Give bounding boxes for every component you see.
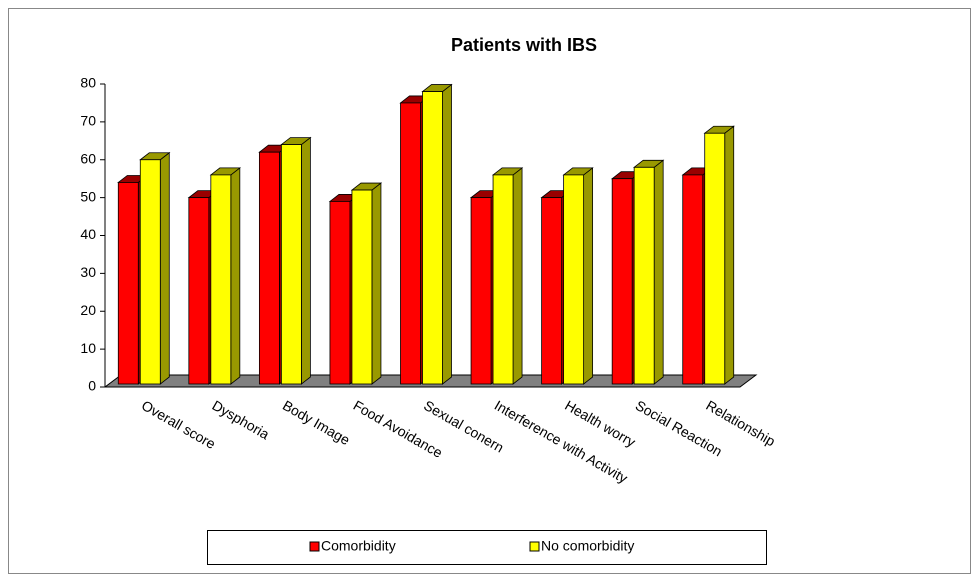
y-tick-label: 0 [88, 378, 96, 394]
bar [139, 159, 161, 385]
bar [682, 174, 704, 385]
legend-swatch [529, 541, 540, 552]
legend-label: Comorbidity [321, 538, 396, 554]
y-tick-label: 40 [80, 226, 96, 242]
chart-title: Patients with IBS [451, 35, 597, 55]
bar-side [230, 167, 241, 385]
bar [329, 201, 351, 385]
bar [704, 132, 726, 385]
legend-label: No comorbidity [541, 538, 634, 554]
bar [541, 197, 563, 385]
bar-side [512, 167, 523, 385]
bar [258, 151, 280, 385]
bar-side [159, 151, 170, 385]
legend-swatch [309, 541, 320, 552]
bar [210, 174, 232, 385]
bar-side [583, 167, 594, 385]
bar [188, 197, 210, 385]
y-tick-label: 50 [80, 188, 96, 204]
bar [351, 189, 373, 385]
bar [492, 174, 514, 385]
bar-side [653, 159, 664, 385]
bar [422, 91, 443, 385]
bar-side [371, 182, 382, 385]
bar-side [724, 125, 735, 385]
bar [470, 197, 492, 385]
y-tick-label: 80 [80, 75, 96, 91]
bar [611, 178, 633, 385]
bar [563, 174, 585, 385]
bar-side [442, 83, 452, 385]
bar [633, 166, 655, 385]
bar [400, 102, 421, 385]
legend-box [207, 530, 767, 565]
y-tick-label: 20 [80, 302, 96, 318]
bar [117, 182, 139, 385]
y-tick-label: 60 [80, 150, 96, 166]
bar [280, 144, 302, 385]
y-tick-label: 30 [80, 264, 96, 280]
bar-side [300, 136, 311, 385]
y-tick-label: 10 [80, 340, 96, 356]
y-tick-label: 70 [80, 113, 96, 129]
